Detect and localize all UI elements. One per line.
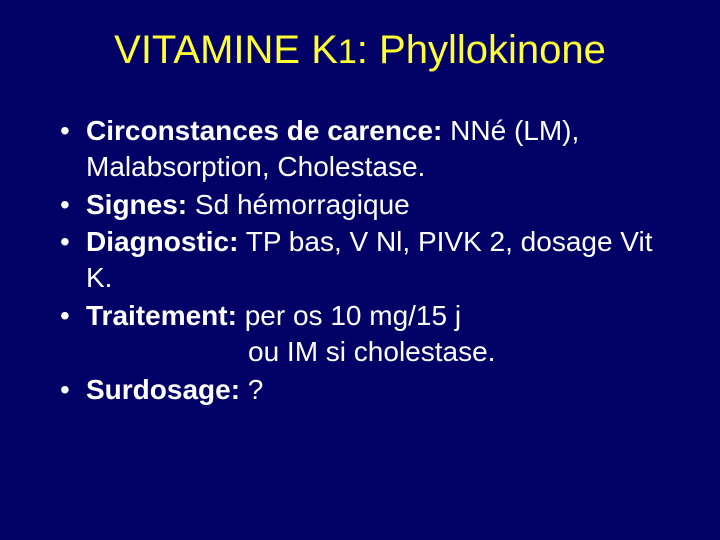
bullet-item: Surdosage: ? [56,372,670,408]
title-prefix: VITAMINE K [114,28,338,72]
bullet-item: Diagnostic: TP bas, V Nl, PIVK 2, dosage… [56,224,670,296]
bullet-text: per os 10 mg/15 j [237,300,461,331]
bullet-item: Signes: Sd hémorragique [56,187,670,223]
slide: VITAMINE K1: Phyllokinone Circonstances … [0,0,720,540]
title-subscript: 1 [338,33,357,71]
bullet-label: Diagnostic: [86,226,238,257]
bullet-label: Traitement: [86,300,237,331]
bullet-text: ? [240,374,263,405]
title-suffix: : Phyllokinone [357,28,606,72]
bullet-list: Circonstances de carence: NNé (LM), Mala… [56,113,670,408]
bullet-label: Circonstances de carence: [86,115,442,146]
bullet-item: Traitement: per os 10 mg/15 j ou IM si c… [56,298,670,370]
bullet-text: Sd hémorragique [187,189,410,220]
bullet-label: Surdosage: [86,374,240,405]
bullet-item: Circonstances de carence: NNé (LM), Mala… [56,113,670,185]
bullet-label: Signes: [86,189,187,220]
slide-title: VITAMINE K1: Phyllokinone [50,28,670,73]
bullet-continuation: ou IM si cholestase. [86,334,670,370]
